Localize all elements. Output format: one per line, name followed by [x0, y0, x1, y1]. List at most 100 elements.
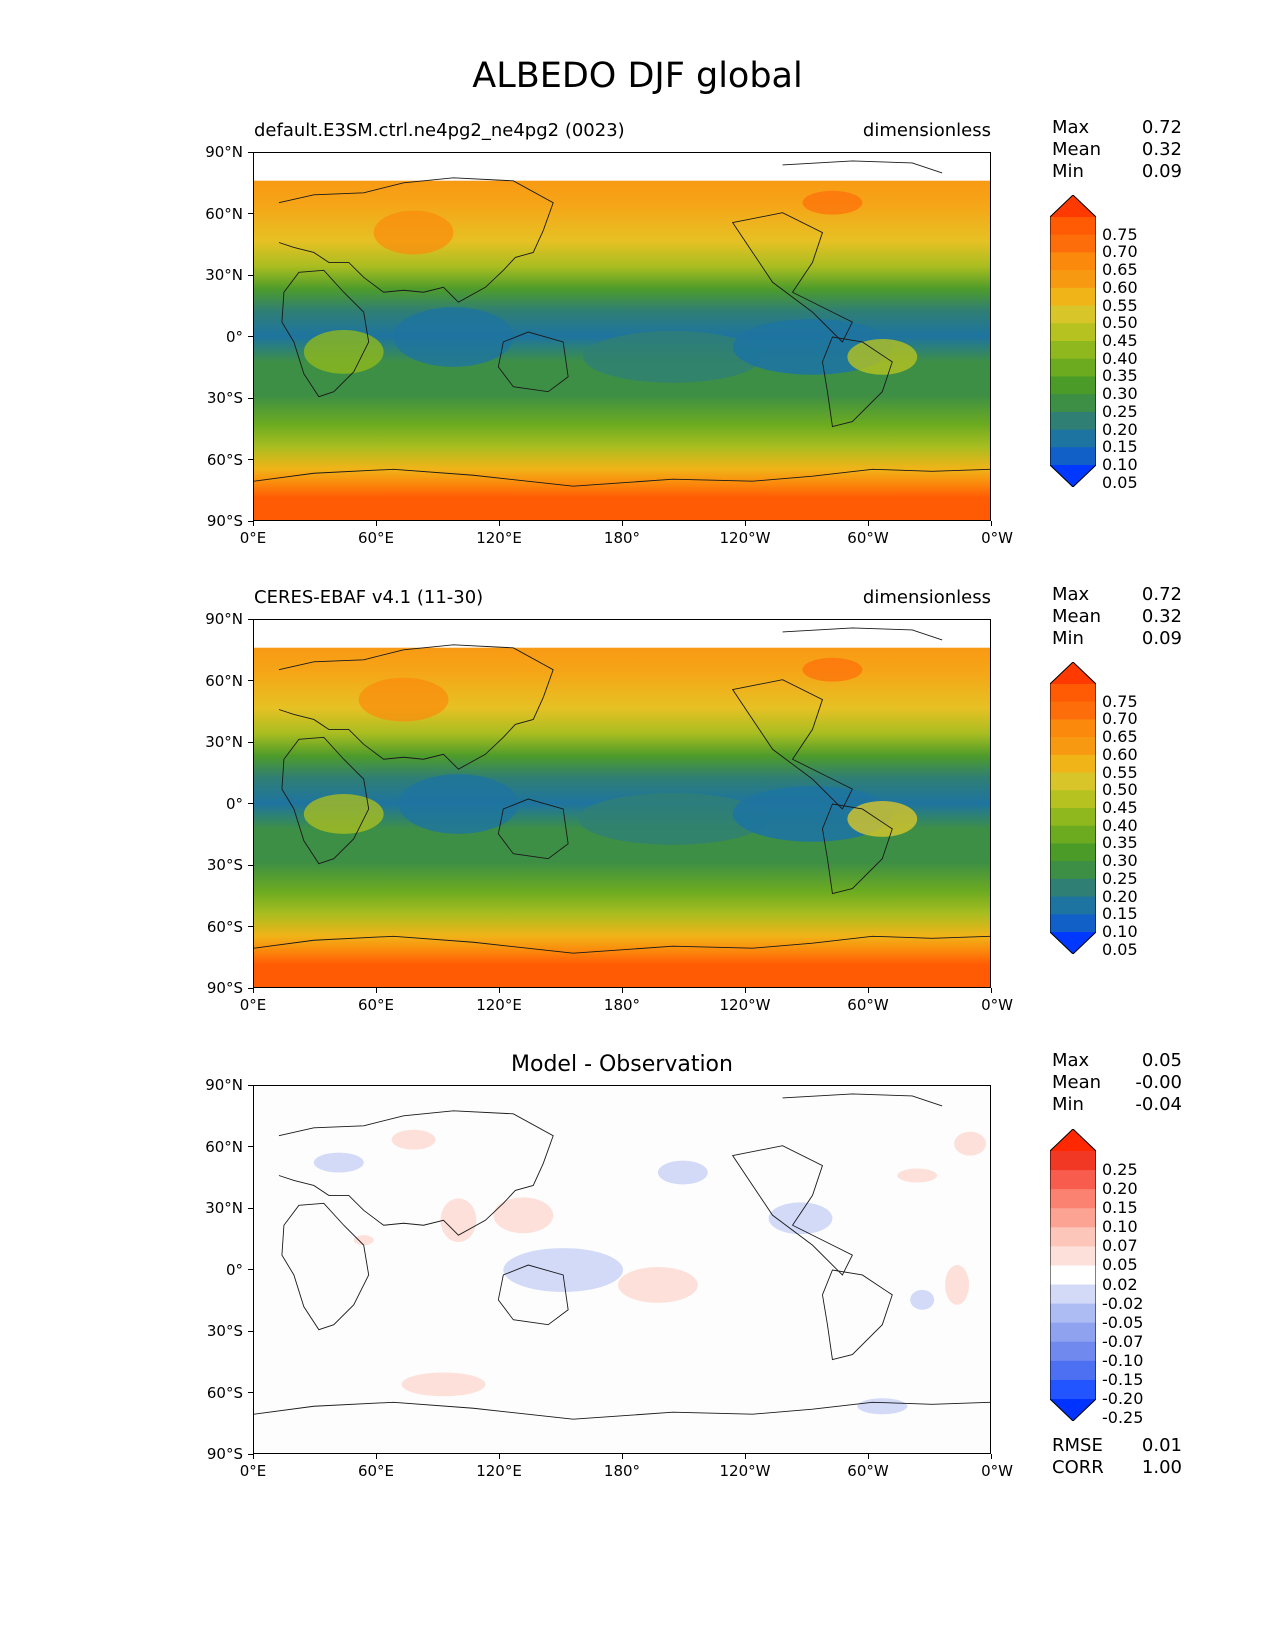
y-tick-label: 60°S: [206, 1383, 243, 1402]
colorbar-tick-label: 0.25: [1102, 401, 1138, 421]
y-tick-mark: [248, 1392, 253, 1393]
y-tick-label: 60°N: [205, 1137, 243, 1156]
x-tick-label: 0°W: [981, 1462, 1013, 1480]
colorbar-tick-label: 0.10: [1102, 455, 1138, 474]
colorbar-segment: [1050, 808, 1096, 827]
y-tick-mark: [248, 213, 253, 214]
colorbar-segment: [1050, 1379, 1096, 1400]
panel1-colorbar: [1049, 194, 1097, 488]
colorbar-tick-label: 0.20: [1102, 1179, 1138, 1199]
colorbar-tick-label: 0.65: [1102, 727, 1138, 747]
colorbar-tick-label: 0.65: [1102, 260, 1138, 280]
y-tick-mark: [248, 336, 253, 337]
panel2-map: [253, 619, 991, 988]
colorbar-tick-label: 0.50: [1102, 313, 1138, 333]
colorbar-tick-label: 0.10: [1102, 922, 1138, 941]
y-tick-mark: [248, 1269, 253, 1270]
x-tick-mark: [252, 1454, 254, 1459]
colorbar-tick-label: 0.10: [1102, 1217, 1138, 1237]
y-tick-mark: [248, 864, 253, 866]
panel3-map: [253, 1085, 991, 1454]
y-tick-mark: [248, 741, 253, 743]
panel1-stats: Max 0.72 Mean 0.32 Min 0.09: [1052, 117, 1182, 183]
colorbar-segment: [1050, 1170, 1096, 1190]
y-tick-mark: [248, 520, 253, 522]
panel1-right-title: dimensionless: [862, 120, 991, 141]
stat-row: Min -0.04: [1052, 1094, 1182, 1115]
x-tick-mark: [744, 521, 746, 526]
x-tick-label: 0°E: [239, 529, 267, 547]
colorbar-tick-label: 0.30: [1102, 851, 1138, 871]
colorbar-segment: [1050, 376, 1096, 395]
y-tick-label: 90°N: [205, 143, 243, 161]
colorbar-segment: [1050, 1303, 1096, 1324]
colorbar-segment: [1050, 1322, 1096, 1343]
x-tick-label: 60°W: [847, 1462, 889, 1480]
colorbar-segment: [1050, 323, 1096, 342]
x-tick-mark: [990, 521, 992, 526]
x-tick-mark: [375, 988, 377, 993]
y-tick-label: 60°N: [205, 671, 243, 690]
colorbar-segment: [1050, 684, 1096, 703]
y-tick-label: 0°: [225, 1260, 243, 1279]
colorbar-tick-label: 0.30: [1102, 384, 1138, 404]
colorbar-extend-min: [1050, 1399, 1096, 1421]
panel3-colorbar: [1049, 1128, 1097, 1422]
colorbar-tick-label: 0.40: [1102, 348, 1138, 368]
x-tick-label: 180°: [603, 529, 641, 547]
y-tick-label: 30°S: [206, 389, 243, 407]
x-tick-label: 0°E: [239, 1462, 267, 1480]
x-tick-mark: [621, 1454, 623, 1459]
colorbar-tick-label: -0.02: [1102, 1293, 1144, 1313]
colorbar-extend-min: [1050, 932, 1096, 954]
y-tick-mark: [248, 803, 253, 804]
x-tick-label: 0°E: [239, 996, 267, 1014]
colorbar-segment: [1050, 394, 1096, 413]
stat-row: Mean 0.32: [1052, 606, 1182, 627]
colorbar-tick-label: -0.07: [1102, 1331, 1144, 1351]
x-tick-mark: [990, 1454, 992, 1459]
colorbar-segment: [1050, 843, 1096, 862]
y-tick-mark: [248, 680, 253, 681]
x-tick-label: 120°W: [719, 996, 771, 1014]
y-tick-label: 60°S: [206, 450, 243, 469]
y-tick-label: 0°: [225, 794, 243, 813]
colorbar-tick-label: 0.70: [1102, 242, 1138, 262]
x-tick-label: 180°: [603, 1462, 641, 1480]
panel1-left-title: default.E3SM.ctrl.ne4pg2_ne4pg2 (0023): [254, 120, 625, 141]
y-tick-label: 30°N: [205, 733, 243, 751]
x-tick-mark: [744, 988, 746, 993]
colorbar-tick-label: 0.55: [1102, 762, 1138, 782]
colorbar-segment: [1050, 896, 1096, 915]
x-tick-mark: [498, 1454, 500, 1459]
panel2-left-title: CERES-EBAF v4.1 (11-30): [254, 587, 484, 608]
y-tick-mark: [248, 618, 253, 620]
x-tick-mark: [375, 1454, 377, 1459]
colorbar-tick-label: 0.15: [1102, 437, 1138, 457]
x-tick-mark: [621, 521, 623, 526]
colorbar-segment: [1050, 790, 1096, 809]
stat-row: Min 0.09: [1052, 161, 1182, 182]
colorbar-segment: [1050, 1151, 1096, 1171]
panel3-metrics: RMSE 0.01 CORR 1.00: [1052, 1435, 1182, 1479]
y-tick-label: 30°N: [205, 266, 243, 284]
colorbar-segment: [1050, 701, 1096, 720]
x-tick-mark: [744, 1454, 746, 1459]
y-tick-mark: [248, 1207, 253, 1209]
colorbar-tick-label: 0.35: [1102, 833, 1138, 853]
x-tick-mark: [375, 521, 377, 526]
metric-row: CORR 1.00: [1052, 1457, 1182, 1478]
colorbar-segment: [1050, 914, 1096, 933]
x-tick-mark: [498, 988, 500, 993]
colorbar-segment: [1050, 447, 1096, 466]
panel2-stats: Max 0.72 Mean 0.32 Min 0.09: [1052, 584, 1182, 650]
colorbar-tick-label: 0.05: [1102, 939, 1138, 959]
colorbar-segment: [1050, 217, 1096, 236]
colorbar-tick-label: -0.05: [1102, 1312, 1144, 1332]
y-tick-label: 30°S: [206, 1322, 243, 1340]
colorbar-tick-label: 0.75: [1102, 691, 1138, 711]
y-tick-mark: [248, 926, 253, 927]
x-tick-label: 60°W: [847, 529, 889, 547]
x-tick-mark: [252, 988, 254, 993]
colorbar-segment: [1050, 252, 1096, 271]
